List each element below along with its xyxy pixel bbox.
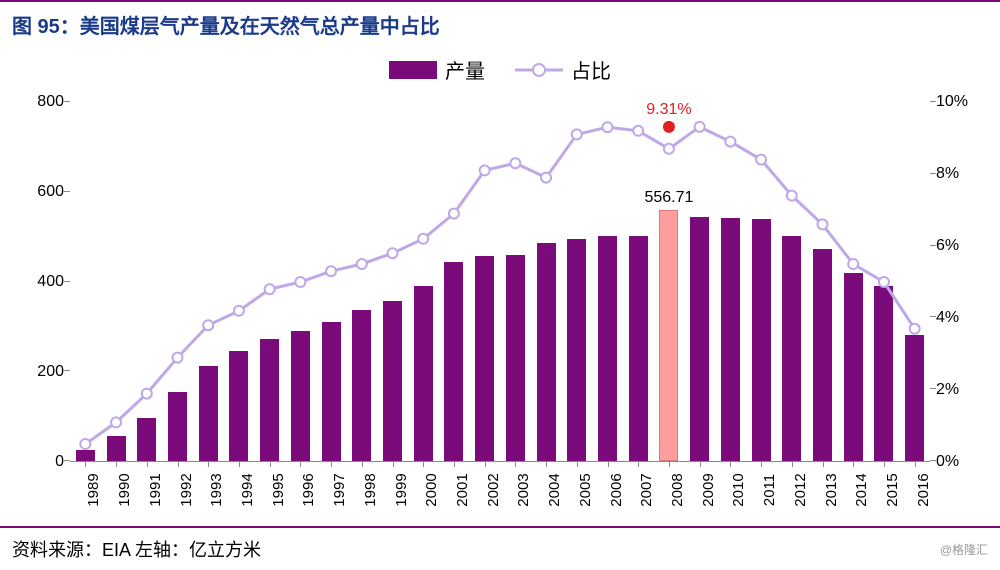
y-axis-left: 0200400600800 xyxy=(20,102,70,462)
x-label: 2002 xyxy=(485,473,502,506)
legend-item-bar: 产量 xyxy=(389,55,485,84)
y-right-tick: 6% xyxy=(930,237,980,255)
x-label: 2007 xyxy=(638,473,655,506)
y-right-tick: 8% xyxy=(930,165,980,183)
chart-area: 0 200 400 600 800 0% 2% 4% 6% 8% 10% 9.31% 556.71… xyxy=(20,92,980,512)
x-label: 2009 xyxy=(700,473,717,506)
x-label: 2012 xyxy=(792,473,809,506)
line-layer xyxy=(70,102,930,462)
x-label: 1992 xyxy=(178,473,195,506)
annotation-value: 556.71 xyxy=(644,189,693,207)
y-axis-right: 0%2%4%6%8%10% xyxy=(930,102,980,462)
watermark: @格隆汇 xyxy=(940,541,988,558)
x-label: 2000 xyxy=(423,473,440,506)
plot-area: 9.31% 556.71 xyxy=(70,102,930,462)
y-left-tick: 400 xyxy=(20,273,70,291)
x-label: 1999 xyxy=(393,473,410,506)
x-label: 2003 xyxy=(515,473,532,506)
y-left-tick: 800 xyxy=(20,93,70,111)
x-label: 2011 xyxy=(761,474,778,506)
x-label: 1995 xyxy=(270,473,287,506)
x-label: 2015 xyxy=(884,473,901,506)
legend-bar-swatch xyxy=(389,61,437,79)
x-label: 1996 xyxy=(300,473,317,506)
y-right-tick: 2% xyxy=(930,381,980,399)
legend-item-line: 占比 xyxy=(515,55,611,84)
x-label: 2004 xyxy=(546,473,563,506)
x-label: 2016 xyxy=(915,473,932,506)
x-label: 2005 xyxy=(577,473,594,506)
y-right-tick: 0% xyxy=(930,453,980,471)
y-right-tick: 4% xyxy=(930,309,980,327)
y-left-tick: 200 xyxy=(20,363,70,381)
x-label: 2006 xyxy=(608,473,625,506)
x-label: 2010 xyxy=(730,473,747,506)
annotation-percent: 9.31% xyxy=(646,101,691,119)
title-bar: 图 95：美国煤层气产量及在天然气总产量中占比 xyxy=(0,0,1000,47)
x-label: 1990 xyxy=(116,473,133,506)
legend-line-label: 占比 xyxy=(571,55,611,84)
x-axis-labels: 1989 1990 1991 1992 1993 1994 1995 1996 1997 1998… xyxy=(70,462,930,512)
legend: 产量 占比 xyxy=(0,47,1000,92)
x-label: 1993 xyxy=(208,473,225,506)
x-label: 1994 xyxy=(239,473,256,506)
y-left-tick: 600 xyxy=(20,183,70,201)
x-label: 2013 xyxy=(823,473,840,506)
legend-bar-label: 产量 xyxy=(445,55,485,84)
x-label: 1989 xyxy=(85,473,102,506)
footer-source: 资料来源：EIA 左轴：亿立方米 xyxy=(12,536,261,562)
footer: 资料来源：EIA 左轴：亿立方米 @格隆汇 xyxy=(0,526,1000,570)
x-label: 1991 xyxy=(147,473,164,506)
x-label: 2014 xyxy=(853,473,870,506)
chart-title: 图 95：美国煤层气产量及在天然气总产量中占比 xyxy=(12,16,440,38)
x-label: 1998 xyxy=(362,473,379,506)
y-right-tick: 10% xyxy=(930,93,980,111)
x-label: 2001 xyxy=(454,473,471,506)
legend-line-swatch xyxy=(515,61,563,79)
x-label: 1997 xyxy=(331,473,348,506)
x-label: 2008 xyxy=(669,473,686,506)
y-left-tick: 0 xyxy=(20,453,70,471)
